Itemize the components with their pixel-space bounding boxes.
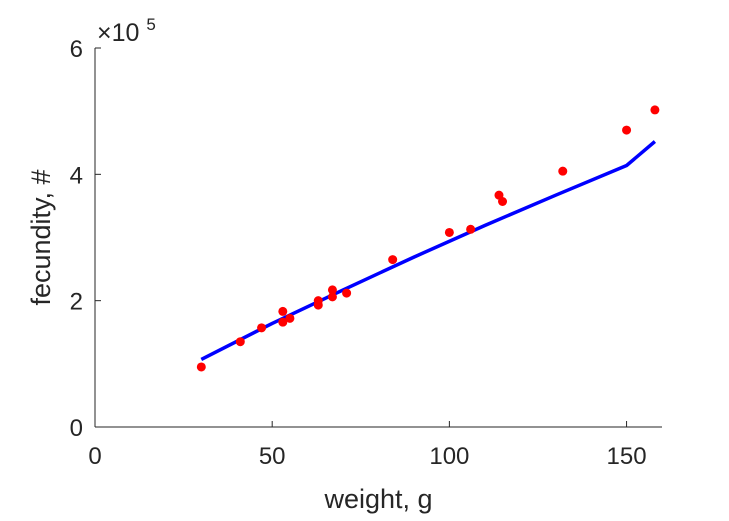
fit-layer — [200, 140, 657, 361]
data-point — [285, 313, 295, 323]
y-ticks: 0 2 4 6 — [70, 36, 101, 442]
data-point — [327, 285, 337, 295]
y-tick-label: 2 — [70, 289, 83, 316]
x-tick-label: 0 — [88, 443, 101, 470]
data-point — [342, 288, 352, 298]
data-point — [466, 224, 476, 234]
fit-line — [200, 140, 657, 361]
x-tick-label: 100 — [429, 443, 469, 470]
axes — [94, 48, 662, 428]
y-axis-multiplier: ×10 5 — [97, 15, 156, 47]
y-axis-label: fecundity, # — [26, 169, 56, 305]
multiplier-exponent: 5 — [146, 15, 155, 34]
y-tick-label: 4 — [70, 162, 83, 189]
x-ticks: 0 50 100 150 — [88, 421, 647, 470]
data-point — [558, 166, 568, 176]
data-point — [444, 227, 454, 237]
data-point — [498, 196, 508, 206]
multiplier-base: ×10 — [97, 19, 139, 47]
data-point — [622, 125, 632, 135]
y-tick-label: 0 — [70, 415, 83, 442]
data-point — [388, 255, 398, 265]
data-point — [313, 296, 323, 306]
data-point — [196, 362, 206, 372]
data-point — [235, 337, 245, 347]
x-tick-label: 50 — [259, 443, 286, 470]
data-point — [650, 105, 660, 115]
points-layer — [196, 105, 660, 372]
x-axis-label: weight, g — [323, 484, 432, 514]
x-tick-label: 150 — [607, 443, 647, 470]
data-point — [327, 292, 337, 302]
y-tick-label: 6 — [70, 36, 83, 63]
data-point — [257, 323, 267, 333]
data-point — [278, 317, 288, 327]
data-point — [278, 306, 288, 316]
